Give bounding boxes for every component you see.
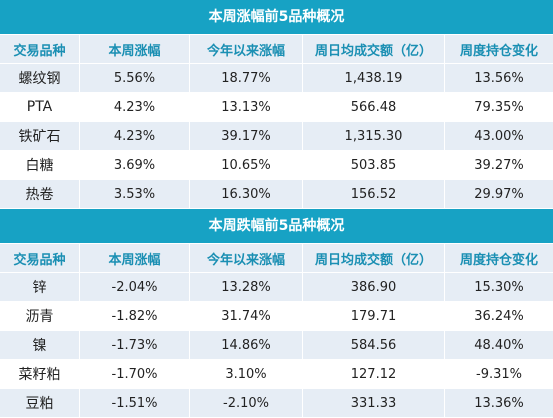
- cell-oi-change: 13.36%: [445, 389, 553, 417]
- table-row: 沥青 -1.82% 31.74% 179.71 36.24%: [0, 302, 553, 331]
- header-variety: 交易品种: [0, 244, 80, 272]
- header-avg-turnover: 周日均成交额（亿）: [303, 244, 445, 272]
- cell-ytd-change: 13.13%: [190, 93, 303, 121]
- cell-variety: 白糖: [0, 151, 80, 179]
- cell-avg-turnover: 503.85: [303, 151, 445, 179]
- table-row: 白糖 3.69% 10.65% 503.85 39.27%: [0, 151, 553, 180]
- cell-ytd-change: 10.65%: [190, 151, 303, 179]
- table-row: 豆粕 -1.51% -2.10% 331.33 13.36%: [0, 389, 553, 418]
- cell-weekly-change: -2.04%: [80, 273, 190, 301]
- cell-weekly-change: -1.82%: [80, 302, 190, 330]
- cell-variety: 沥青: [0, 302, 80, 330]
- cell-variety: 螺纹钢: [0, 64, 80, 92]
- gainers-table-title: 本周涨幅前5品种概况: [0, 0, 553, 35]
- cell-oi-change: 48.40%: [445, 331, 553, 359]
- table-row: 锌 -2.04% 13.28% 386.90 15.30%: [0, 273, 553, 302]
- cell-avg-turnover: 584.56: [303, 331, 445, 359]
- gainers-header-row: 交易品种 本周涨幅 今年以来涨幅 周日均成交额（亿） 周度持仓变化: [0, 35, 553, 64]
- table-row: PTA 4.23% 13.13% 566.48 79.35%: [0, 93, 553, 122]
- cell-oi-change: 43.00%: [445, 122, 553, 150]
- cell-weekly-change: 3.53%: [80, 180, 190, 208]
- cell-ytd-change: 31.74%: [190, 302, 303, 330]
- cell-ytd-change: 3.10%: [190, 360, 303, 388]
- cell-ytd-change: 13.28%: [190, 273, 303, 301]
- losers-table: 本周跌幅前5品种概况 交易品种 本周涨幅 今年以来涨幅 周日均成交额（亿） 周度…: [0, 209, 553, 418]
- header-ytd-change: 今年以来涨幅: [190, 244, 303, 272]
- cell-weekly-change: -1.51%: [80, 389, 190, 417]
- cell-avg-turnover: 179.71: [303, 302, 445, 330]
- cell-variety: 菜籽粕: [0, 360, 80, 388]
- gainers-table: 本周涨幅前5品种概况 交易品种 本周涨幅 今年以来涨幅 周日均成交额（亿） 周度…: [0, 0, 553, 209]
- cell-weekly-change: 4.23%: [80, 122, 190, 150]
- losers-table-title: 本周跌幅前5品种概况: [0, 209, 553, 244]
- header-variety: 交易品种: [0, 35, 80, 63]
- cell-ytd-change: 18.77%: [190, 64, 303, 92]
- table-row: 菜籽粕 -1.70% 3.10% 127.12 -9.31%: [0, 360, 553, 389]
- cell-oi-change: 29.97%: [445, 180, 553, 208]
- header-oi-change: 周度持仓变化: [445, 244, 553, 272]
- cell-avg-turnover: 566.48: [303, 93, 445, 121]
- cell-oi-change: 15.30%: [445, 273, 553, 301]
- cell-avg-turnover: 156.52: [303, 180, 445, 208]
- cell-weekly-change: 3.69%: [80, 151, 190, 179]
- table-row: 螺纹钢 5.56% 18.77% 1,438.19 13.56%: [0, 64, 553, 93]
- cell-variety: 锌: [0, 273, 80, 301]
- cell-variety: 镍: [0, 331, 80, 359]
- cell-ytd-change: -2.10%: [190, 389, 303, 417]
- cell-oi-change: 79.35%: [445, 93, 553, 121]
- cell-weekly-change: -1.73%: [80, 331, 190, 359]
- cell-avg-turnover: 127.12: [303, 360, 445, 388]
- cell-ytd-change: 39.17%: [190, 122, 303, 150]
- cell-weekly-change: 5.56%: [80, 64, 190, 92]
- header-weekly-change: 本周涨幅: [80, 35, 190, 63]
- cell-variety: 热卷: [0, 180, 80, 208]
- table-row: 铁矿石 4.23% 39.17% 1,315.30 43.00%: [0, 122, 553, 151]
- cell-oi-change: 13.56%: [445, 64, 553, 92]
- cell-avg-turnover: 1,438.19: [303, 64, 445, 92]
- table-row: 镍 -1.73% 14.86% 584.56 48.40%: [0, 331, 553, 360]
- cell-avg-turnover: 331.33: [303, 389, 445, 417]
- cell-variety: PTA: [0, 93, 80, 121]
- table-row: 热卷 3.53% 16.30% 156.52 29.97%: [0, 180, 553, 209]
- losers-header-row: 交易品种 本周涨幅 今年以来涨幅 周日均成交额（亿） 周度持仓变化: [0, 244, 553, 273]
- cell-weekly-change: 4.23%: [80, 93, 190, 121]
- cell-oi-change: 39.27%: [445, 151, 553, 179]
- cell-ytd-change: 16.30%: [190, 180, 303, 208]
- cell-oi-change: 36.24%: [445, 302, 553, 330]
- cell-avg-turnover: 1,315.30: [303, 122, 445, 150]
- header-ytd-change: 今年以来涨幅: [190, 35, 303, 63]
- cell-variety: 豆粕: [0, 389, 80, 417]
- header-oi-change: 周度持仓变化: [445, 35, 553, 63]
- cell-avg-turnover: 386.90: [303, 273, 445, 301]
- header-weekly-change: 本周涨幅: [80, 244, 190, 272]
- header-avg-turnover: 周日均成交额（亿）: [303, 35, 445, 63]
- cell-weekly-change: -1.70%: [80, 360, 190, 388]
- cell-ytd-change: 14.86%: [190, 331, 303, 359]
- cell-oi-change: -9.31%: [445, 360, 553, 388]
- cell-variety: 铁矿石: [0, 122, 80, 150]
